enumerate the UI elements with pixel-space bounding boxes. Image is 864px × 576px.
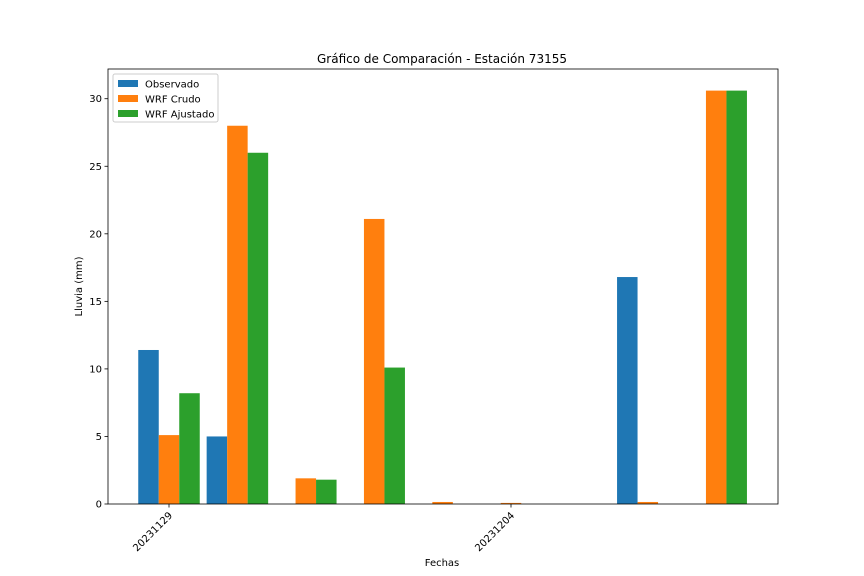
bar-wrf-crudo-20231202 xyxy=(363,218,385,504)
legend: Observado WRF Crudo WRF Ajustado xyxy=(112,73,219,123)
legend-swatch xyxy=(118,95,138,102)
bar-wrf-ajustado-20231202 xyxy=(384,367,405,504)
legend-swatch xyxy=(118,80,138,87)
bar-wrf-ajustado-20231130 xyxy=(247,152,269,504)
y-tick-label: 10 xyxy=(89,364,102,375)
bar-wrf-ajustado-20231201 xyxy=(316,479,337,504)
y-axis-label: Lluvia (mm) xyxy=(74,256,85,316)
chart-title: Gráfico de Comparación - Estación 73155 xyxy=(317,52,567,66)
bar-wrf-crudo-20231207 xyxy=(705,90,727,505)
y-tick-label: 30 xyxy=(89,94,102,105)
legend-label: Observado xyxy=(145,80,199,91)
y-tick-label: 25 xyxy=(89,162,102,173)
bar-wrf-crudo-20231130 xyxy=(227,125,248,505)
y-tick-label: 20 xyxy=(89,229,102,240)
bar-wrf-crudo-20231129 xyxy=(158,435,180,504)
y-axis: 0 5 10 15 20 25 30 xyxy=(89,94,108,511)
plot-frame xyxy=(107,68,779,505)
bar-wrf-crudo-20231201 xyxy=(295,478,317,504)
bar-observado-20231129 xyxy=(138,349,159,504)
legend-swatch xyxy=(118,110,138,117)
bars-group xyxy=(138,90,747,505)
bar-wrf-crudo-20231204 xyxy=(500,502,522,504)
legend-box xyxy=(112,73,219,123)
bar-wrf-ajustado-20231129 xyxy=(179,393,200,504)
x-axis-label: Fechas xyxy=(425,558,460,569)
y-tick-label: 15 xyxy=(89,297,102,308)
legend-label: WRF Crudo xyxy=(145,95,201,106)
y-tick-label: 0 xyxy=(96,500,102,511)
legend-label: WRF Ajustado xyxy=(145,110,214,121)
bar-observado-20231206 xyxy=(617,277,638,504)
bar-wrf-crudo-20231203 xyxy=(432,501,453,504)
bar-wrf-ajustado-20231207 xyxy=(726,90,747,505)
y-tick-label: 5 xyxy=(96,432,102,443)
bar-wrf-crudo-20231206 xyxy=(637,501,659,504)
bar-observado-20231130 xyxy=(206,436,228,504)
